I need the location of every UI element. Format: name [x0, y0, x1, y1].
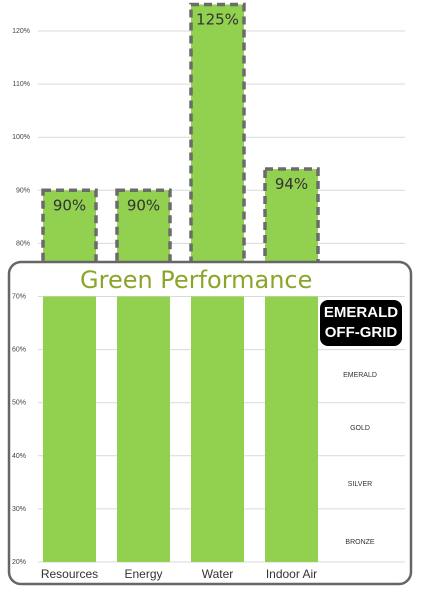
data-label: 90% — [53, 196, 86, 214]
badge-line-1: EMERALD — [323, 304, 399, 321]
bar-dashed-outline — [41, 188, 98, 305]
chart-title: Green Performance — [80, 266, 313, 294]
category-label: Resources — [41, 567, 98, 581]
tier-label: GOLD — [350, 425, 370, 433]
tier-label: EMERALD — [343, 372, 377, 380]
bar-lower — [117, 296, 170, 562]
category-label: Water — [202, 567, 234, 581]
y-tick-label: 50% — [12, 400, 26, 407]
category-label: Energy — [124, 567, 162, 581]
y-tick-label: 110% — [13, 81, 30, 88]
y-tick-label: 30% — [12, 506, 26, 513]
y-tick-label: 120% — [12, 28, 30, 35]
bar-lower — [265, 296, 318, 562]
y-tick-label: 20% — [12, 559, 26, 566]
y-tick-label: 70% — [12, 294, 26, 301]
data-label: 125% — [196, 10, 239, 28]
badge-line-2: OFF-GRID — [324, 324, 398, 341]
bar-lower — [43, 296, 96, 562]
y-tick-label: 100% — [12, 134, 30, 141]
data-label: 90% — [127, 196, 160, 214]
y-tick-label: 80% — [16, 240, 30, 247]
y-tick-label: 40% — [12, 453, 26, 460]
data-label: 94% — [275, 175, 308, 193]
bar-dashed-outline — [115, 188, 172, 305]
tier-label: SILVER — [347, 481, 373, 488]
category-label: Indoor Air — [266, 567, 317, 581]
y-tick-label: 90% — [16, 187, 30, 194]
tier-label: BRONZE — [345, 539, 375, 547]
bar-lower — [191, 296, 244, 562]
y-tick-label: 60% — [12, 347, 26, 354]
emerald-off-grid-badge: EMERALD OFF-GRID — [320, 300, 402, 346]
